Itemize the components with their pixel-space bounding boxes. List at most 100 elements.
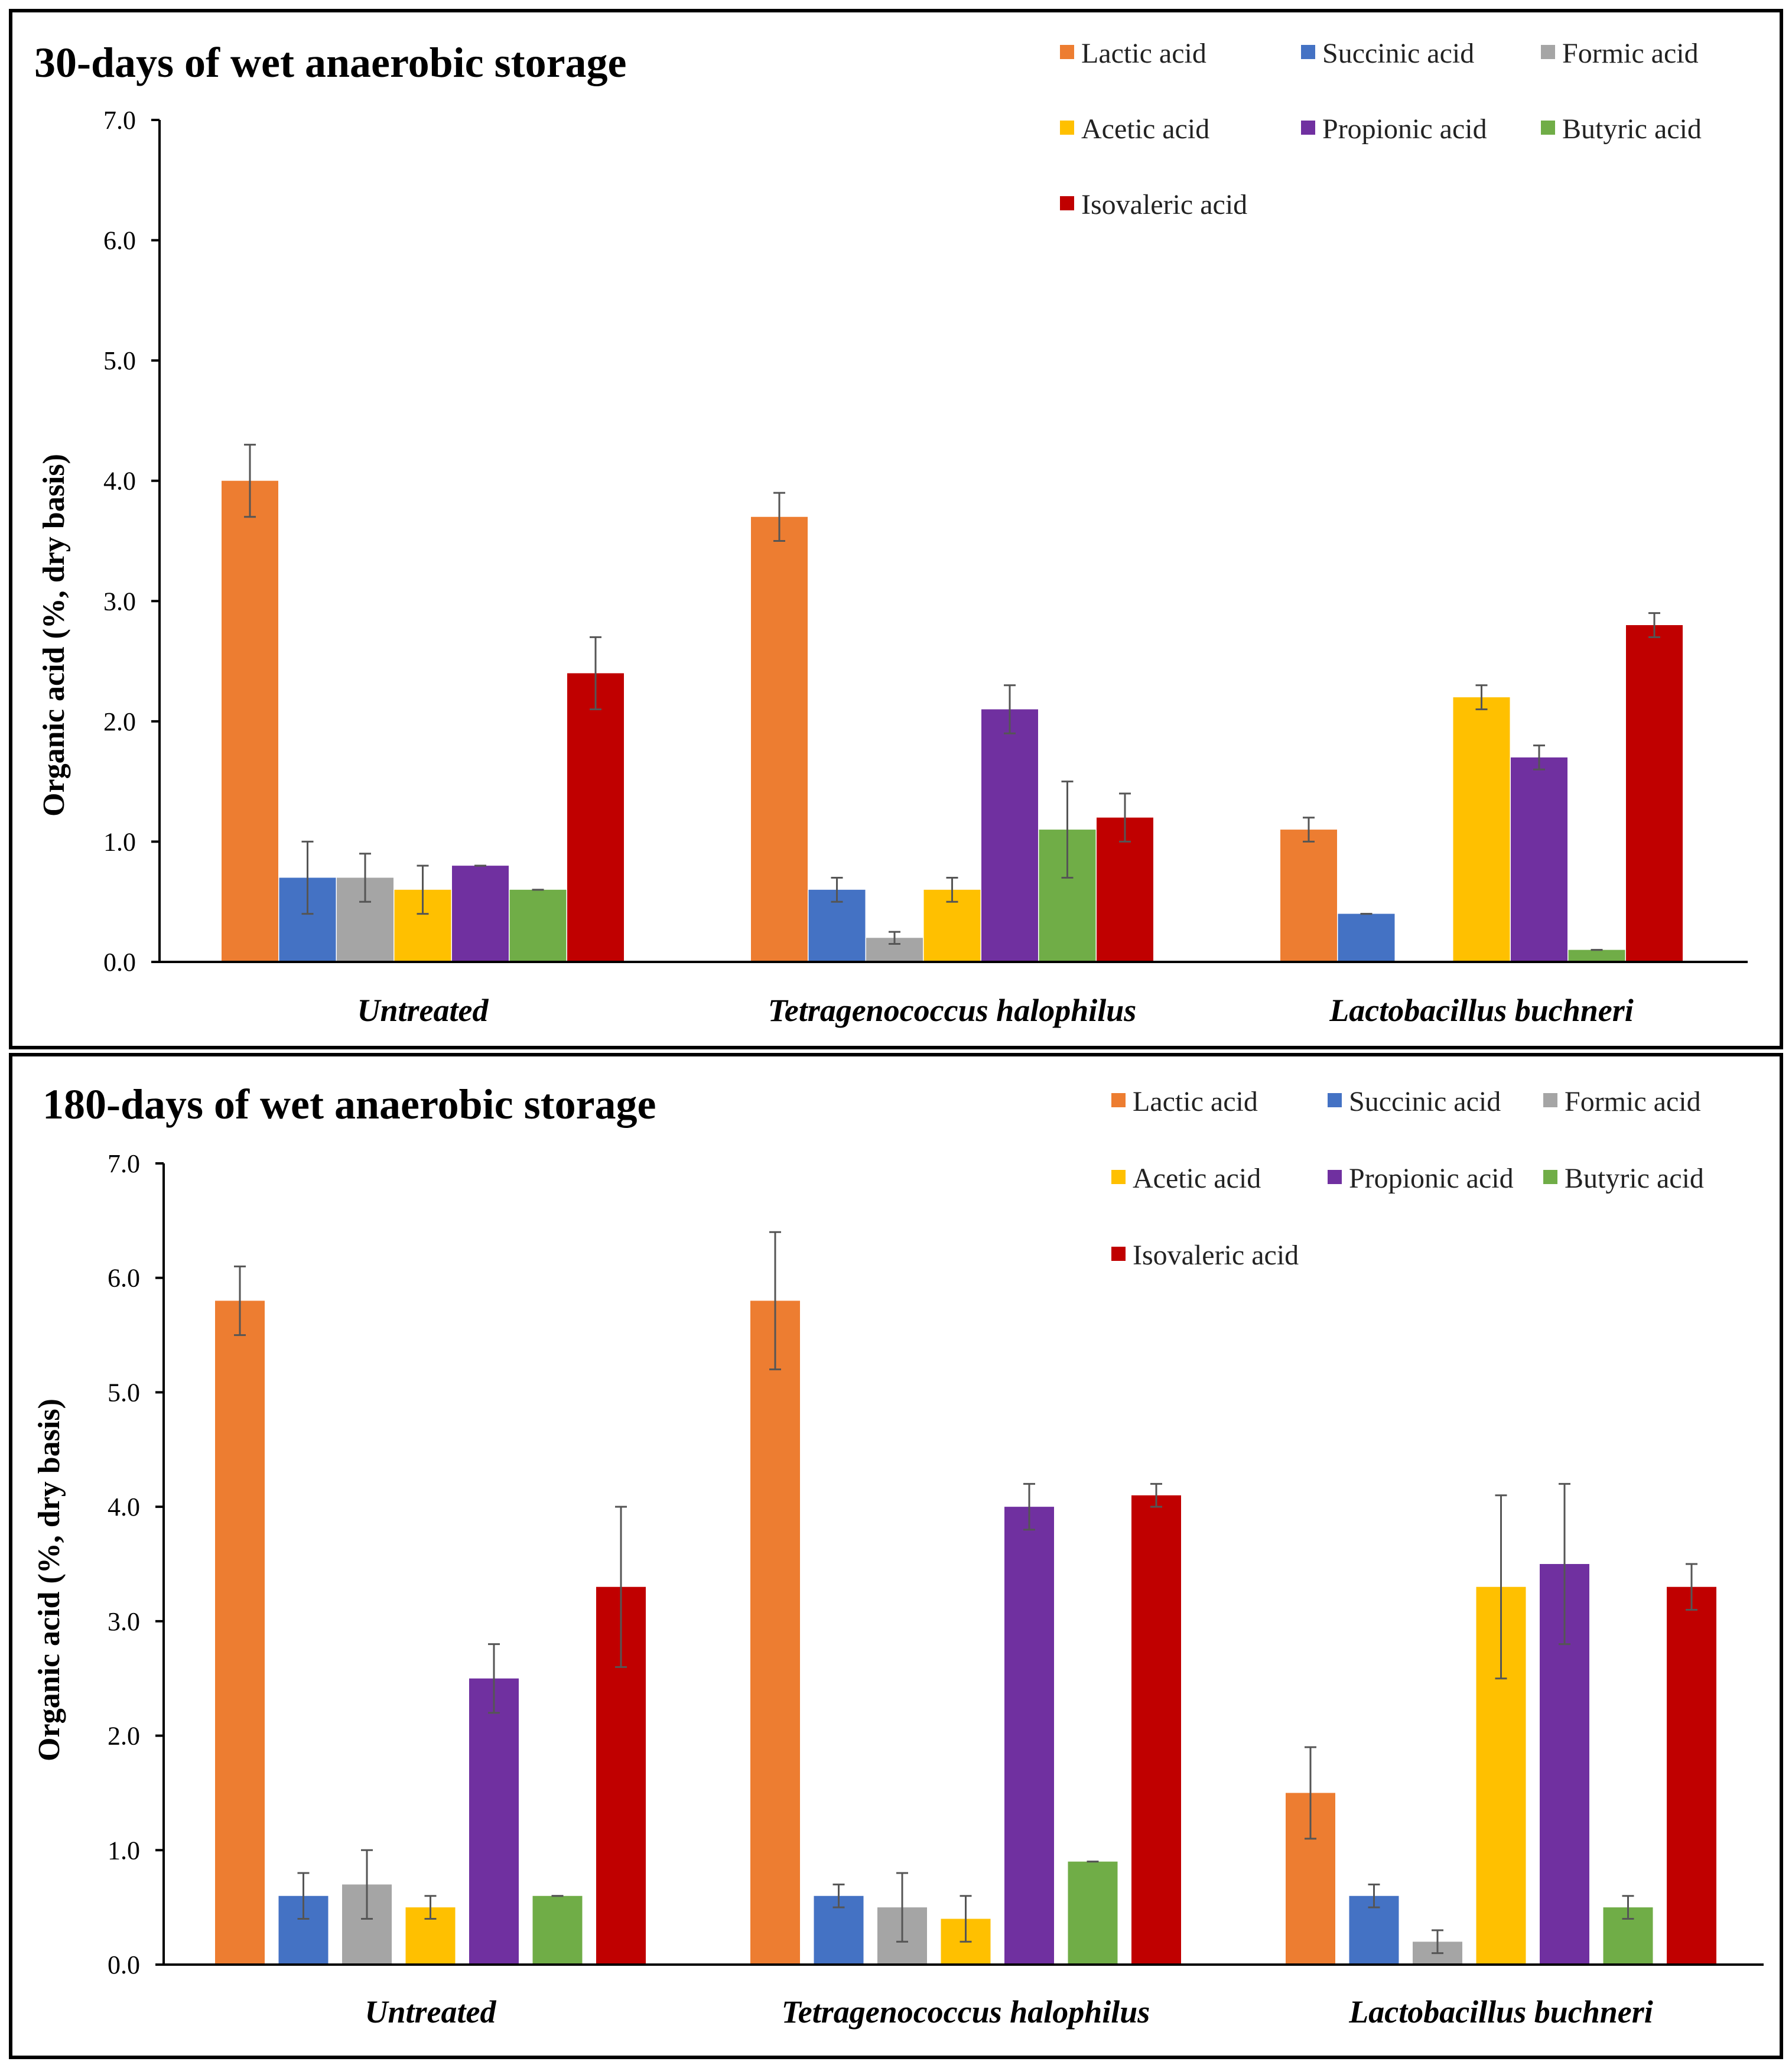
legend-swatch (1328, 1093, 1342, 1107)
legend-swatch (1541, 121, 1555, 135)
error-bar (1004, 684, 1016, 734)
error-bar (417, 864, 429, 915)
legend-item: Formic acid (1543, 1086, 1701, 1117)
legend-item: Formic acid (1541, 38, 1699, 69)
legend-item: Butyric acid (1541, 113, 1702, 145)
y-tick-label: 0.0 (108, 1950, 140, 1979)
legend-swatch (1111, 1247, 1126, 1261)
bar-butyric-acid (509, 889, 567, 962)
panel-180-days: 180-days of wet anaerobic storage Organi… (9, 1053, 1783, 2059)
y-tick-label: 2.0 (108, 1722, 140, 1751)
legend-swatch (1060, 196, 1074, 210)
y-tick-label: 2.0 (103, 707, 136, 736)
error-bar (244, 444, 256, 518)
legend-swatch (1111, 1170, 1126, 1184)
error-bar (832, 1883, 845, 1908)
legend-swatch (1111, 1093, 1126, 1107)
legend-label: Formic acid (1565, 1086, 1701, 1117)
error-bar (359, 853, 371, 903)
panel-30-days: 30-days of wet anaerobic storage Organic… (9, 9, 1783, 1049)
y-ticks: 0.0 1.0 2.0 3.0 4.0 5.0 6.0 7.0 (103, 106, 160, 977)
y-axis-label: Organic acid (%, dry basis) (37, 454, 71, 817)
error-bar (1150, 1482, 1162, 1508)
legend-swatch (1060, 121, 1074, 135)
x-category-label: Tetragenococcus halophilus (782, 1994, 1150, 2030)
error-bar (1368, 1883, 1380, 1908)
error-bar (234, 1265, 246, 1337)
y-tick-label: 1.0 (108, 1836, 140, 1865)
error-bar (1533, 744, 1545, 770)
y-tick-label: 7.0 (108, 1149, 140, 1178)
bar-propionic-acid (1004, 1507, 1054, 1965)
panel-border (9, 1053, 1783, 2059)
y-tick-label: 1.0 (103, 827, 136, 856)
y-tick-label: 4.0 (103, 467, 136, 496)
legend-item: Succinic acid (1301, 38, 1474, 69)
legend-swatch (1541, 45, 1555, 59)
legend-swatch (1328, 1170, 1342, 1184)
bar-lactic-acid (1280, 830, 1337, 962)
legend: Lactic acid Succinic acid Formic acid Aceti… (1060, 38, 1702, 220)
bar-succinic-acid (1338, 913, 1395, 962)
error-bars (244, 444, 1660, 951)
legend-label: Butyric acid (1565, 1163, 1704, 1194)
error-bar (615, 1506, 627, 1668)
error-bar (488, 1643, 500, 1714)
legend-item: Isovaleric acid (1111, 1240, 1299, 1271)
category-labels: Untreated Tetragenococcus halophilus Lacto… (357, 993, 1634, 1028)
bar-butyric-acid (1568, 950, 1625, 962)
legend-label: Acetic acid (1081, 113, 1209, 145)
error-bar (1119, 792, 1131, 843)
error-bar (1495, 1494, 1507, 1680)
x-category-label: Untreated (357, 993, 489, 1028)
legend-swatch (1301, 45, 1315, 59)
axes (158, 120, 1748, 963)
error-bar (1622, 1895, 1634, 1920)
chart-title: 180-days of wet anaerobic storage (43, 1081, 656, 1128)
y-tick-label: 3.0 (103, 587, 136, 616)
bar-isovaleric-acid (1131, 1495, 1181, 1965)
legend-swatch (1543, 1170, 1557, 1184)
legend-label: Butyric acid (1562, 113, 1702, 145)
legend-swatch (1543, 1093, 1557, 1107)
x-category-label: Untreated (365, 1994, 497, 2030)
legend-item: Propionic acid (1328, 1163, 1514, 1194)
legend-label: Propionic acid (1322, 113, 1487, 145)
bar-lactic-acid (222, 480, 278, 962)
bar-acetic-acid (1453, 697, 1510, 962)
error-bar (960, 1895, 972, 1943)
legend-label: Isovaleric acid (1133, 1240, 1299, 1271)
legend-label: Lactic acid (1133, 1086, 1258, 1117)
error-bar (773, 492, 785, 542)
bars (215, 1300, 1716, 1965)
legend-swatch (1301, 121, 1315, 135)
error-bar (889, 931, 900, 945)
y-axis-label: Organic acid (%, dry basis) (32, 1399, 66, 1761)
x-category-label: Tetragenococcus halophilus (768, 993, 1137, 1028)
error-bar (1559, 1482, 1570, 1646)
error-bar (1303, 817, 1315, 843)
bar-lactic-acid (215, 1300, 265, 1965)
bar-lactic-acid (751, 516, 808, 962)
bar-isovaleric-acid (1667, 1586, 1716, 1965)
bar-propionic-acid (452, 866, 509, 962)
legend: Lactic acid Succinic acid Formic acid Aceti… (1111, 1086, 1704, 1271)
bars (222, 480, 1683, 962)
error-bar (1475, 684, 1488, 710)
error-bar (769, 1231, 781, 1371)
legend-item: Succinic acid (1328, 1086, 1501, 1117)
y-tick-label: 6.0 (108, 1264, 140, 1293)
bar-butyric-acid (1068, 1861, 1118, 1965)
bar-lactic-acid (750, 1300, 800, 1965)
legend-label: Lactic acid (1081, 38, 1206, 69)
error-bar (1686, 1563, 1697, 1611)
y-tick-label: 6.0 (103, 226, 136, 255)
legend-item: Acetic acid (1111, 1163, 1261, 1194)
legend-label: Succinic acid (1349, 1086, 1501, 1117)
y-tick-label: 3.0 (108, 1607, 140, 1636)
y-tick-label: 4.0 (108, 1493, 140, 1521)
legend-label: Isovaleric acid (1081, 189, 1247, 220)
error-bar (590, 636, 601, 710)
error-bar (1648, 612, 1660, 638)
